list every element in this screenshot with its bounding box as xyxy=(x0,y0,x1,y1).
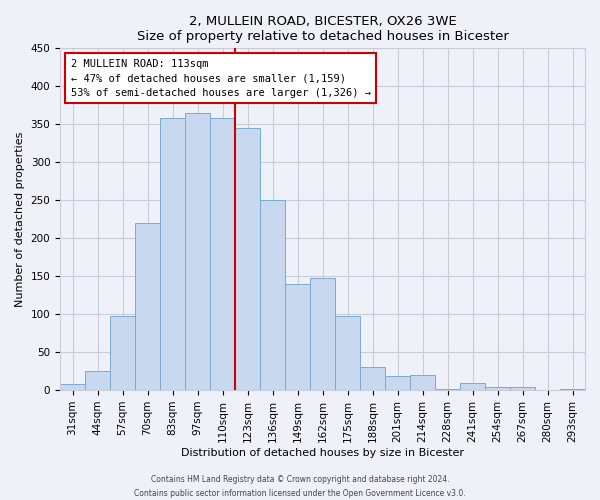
Bar xyxy=(385,376,410,390)
Bar xyxy=(260,200,285,390)
Bar xyxy=(510,387,535,390)
Bar xyxy=(235,128,260,390)
Bar xyxy=(160,118,185,390)
Bar xyxy=(560,388,585,390)
Bar xyxy=(210,118,235,390)
Bar xyxy=(310,278,335,390)
Bar xyxy=(335,316,360,390)
Text: Contains HM Land Registry data © Crown copyright and database right 2024.
Contai: Contains HM Land Registry data © Crown c… xyxy=(134,476,466,498)
Bar xyxy=(360,368,385,390)
Bar xyxy=(460,382,485,390)
Text: 2 MULLEIN ROAD: 113sqm
← 47% of detached houses are smaller (1,159)
53% of semi-: 2 MULLEIN ROAD: 113sqm ← 47% of detached… xyxy=(71,58,371,98)
Bar xyxy=(485,387,510,390)
Y-axis label: Number of detached properties: Number of detached properties xyxy=(15,132,25,307)
Bar xyxy=(285,284,310,390)
X-axis label: Distribution of detached houses by size in Bicester: Distribution of detached houses by size … xyxy=(181,448,464,458)
Bar xyxy=(410,375,435,390)
Bar xyxy=(185,113,210,390)
Title: 2, MULLEIN ROAD, BICESTER, OX26 3WE
Size of property relative to detached houses: 2, MULLEIN ROAD, BICESTER, OX26 3WE Size… xyxy=(137,15,508,43)
Bar xyxy=(135,223,160,390)
Bar xyxy=(110,316,135,390)
Bar xyxy=(85,371,110,390)
Bar xyxy=(60,384,85,390)
Bar xyxy=(435,388,460,390)
